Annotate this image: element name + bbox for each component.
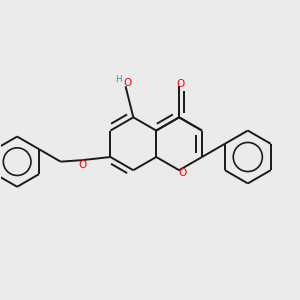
Text: O: O: [123, 77, 131, 88]
Text: H: H: [116, 75, 122, 84]
Text: O: O: [176, 79, 185, 89]
Text: O: O: [178, 168, 186, 178]
Text: O: O: [78, 160, 87, 170]
